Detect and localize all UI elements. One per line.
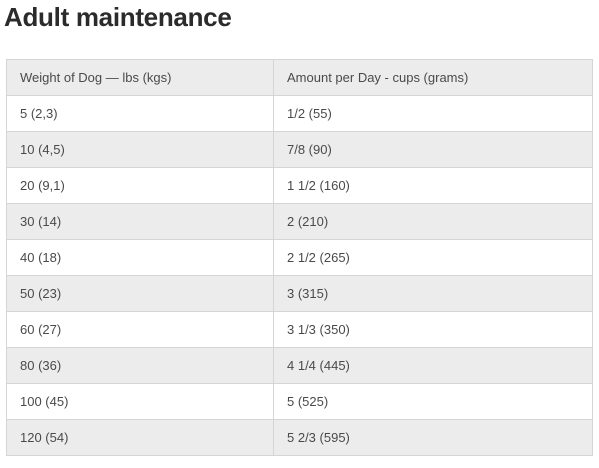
page-title: Adult maintenance: [4, 2, 232, 32]
table-body: 5 (2,3) 1/2 (55) 10 (4,5) 7/8 (90) 20 (9…: [6, 95, 593, 456]
weight-cell: 100 (45): [6, 383, 274, 420]
weight-cell: 20 (9,1): [6, 167, 274, 204]
amount-cell: 1/2 (55): [273, 95, 593, 132]
weight-cell: 80 (36): [6, 347, 274, 384]
weight-cell: 10 (4,5): [6, 131, 274, 168]
amount-cell: 2 (210): [273, 203, 593, 240]
feeding-table: Weight of Dog — lbs (kgs) Amount per Day…: [6, 59, 593, 456]
table-row: 30 (14) 2 (210): [6, 203, 593, 240]
table-row: 80 (36) 4 1/4 (445): [6, 347, 593, 384]
table-row: 10 (4,5) 7/8 (90): [6, 131, 593, 168]
table-row: 40 (18) 2 1/2 (265): [6, 239, 593, 276]
table-row: 50 (23) 3 (315): [6, 275, 593, 312]
feeding-table-container: Weight of Dog — lbs (kgs) Amount per Day…: [6, 59, 593, 456]
header-amount: Amount per Day - cups (grams): [273, 59, 593, 96]
amount-cell: 5 (525): [273, 383, 593, 420]
amount-cell: 7/8 (90): [273, 131, 593, 168]
table-row: 60 (27) 3 1/3 (350): [6, 311, 593, 348]
table-row: 20 (9,1) 1 1/2 (160): [6, 167, 593, 204]
amount-cell: 4 1/4 (445): [273, 347, 593, 384]
weight-cell: 50 (23): [6, 275, 274, 312]
weight-cell: 60 (27): [6, 311, 274, 348]
weight-cell: 30 (14): [6, 203, 274, 240]
amount-cell: 1 1/2 (160): [273, 167, 593, 204]
table-header: Weight of Dog — lbs (kgs) Amount per Day…: [6, 59, 593, 96]
table-row: 100 (45) 5 (525): [6, 383, 593, 420]
weight-cell: 5 (2,3): [6, 95, 274, 132]
amount-cell: 3 (315): [273, 275, 593, 312]
amount-cell: 2 1/2 (265): [273, 239, 593, 276]
table-row: 5 (2,3) 1/2 (55): [6, 95, 593, 132]
header-weight: Weight of Dog — lbs (kgs): [6, 59, 274, 96]
amount-cell: 5 2/3 (595): [273, 419, 593, 456]
weight-cell: 120 (54): [6, 419, 274, 456]
table-row: 120 (54) 5 2/3 (595): [6, 419, 593, 456]
header-row: Weight of Dog — lbs (kgs) Amount per Day…: [6, 59, 593, 96]
amount-cell: 3 1/3 (350): [273, 311, 593, 348]
weight-cell: 40 (18): [6, 239, 274, 276]
